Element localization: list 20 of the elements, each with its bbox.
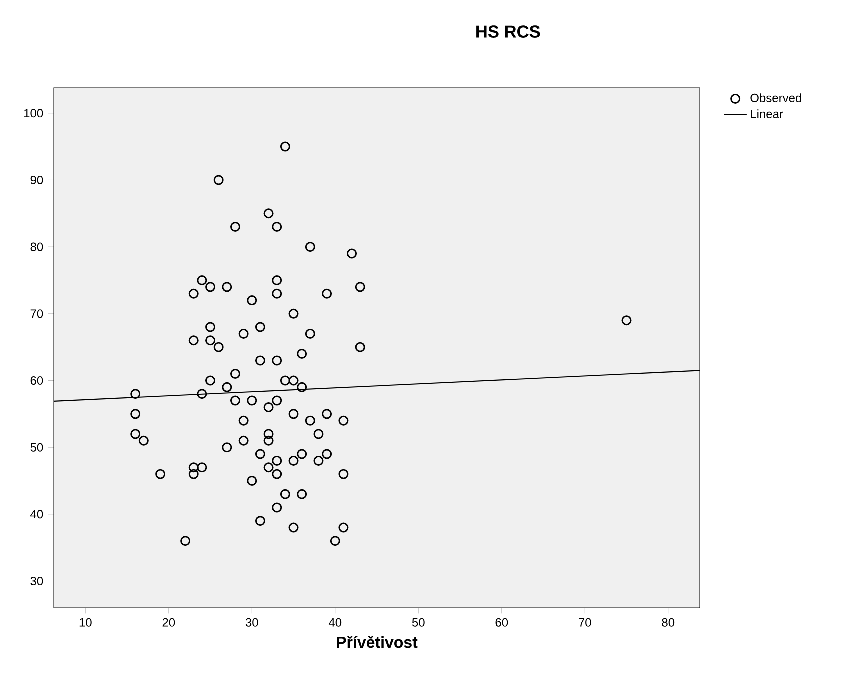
x-tick-label: 40	[328, 618, 342, 627]
y-tick-label: 90	[30, 176, 44, 184]
legend-label: Linear	[751, 110, 784, 118]
x-tick-label: 80	[662, 618, 675, 627]
x-tick-label: 60	[496, 618, 508, 627]
y-tick-label: 70	[30, 310, 44, 318]
x-axis-title: Přívětivost	[337, 636, 418, 648]
y-tick-label: 40	[30, 510, 44, 519]
x-tick-label: 30	[246, 618, 258, 627]
y-tick-label: 60	[30, 376, 44, 385]
legend-label: Observed	[750, 94, 802, 102]
y-tick-label: 30	[30, 576, 44, 586]
x-tick-label: 20	[162, 618, 176, 627]
chart-title: HS RCS	[476, 26, 540, 38]
y-tick-label: 100	[24, 109, 44, 118]
x-tick-label: 70	[579, 618, 592, 627]
x-tick-label: 50	[412, 618, 425, 627]
x-tick-label: 10	[80, 618, 92, 627]
y-tick-label: 50	[30, 443, 44, 452]
y-tick-label: 80	[30, 242, 44, 252]
